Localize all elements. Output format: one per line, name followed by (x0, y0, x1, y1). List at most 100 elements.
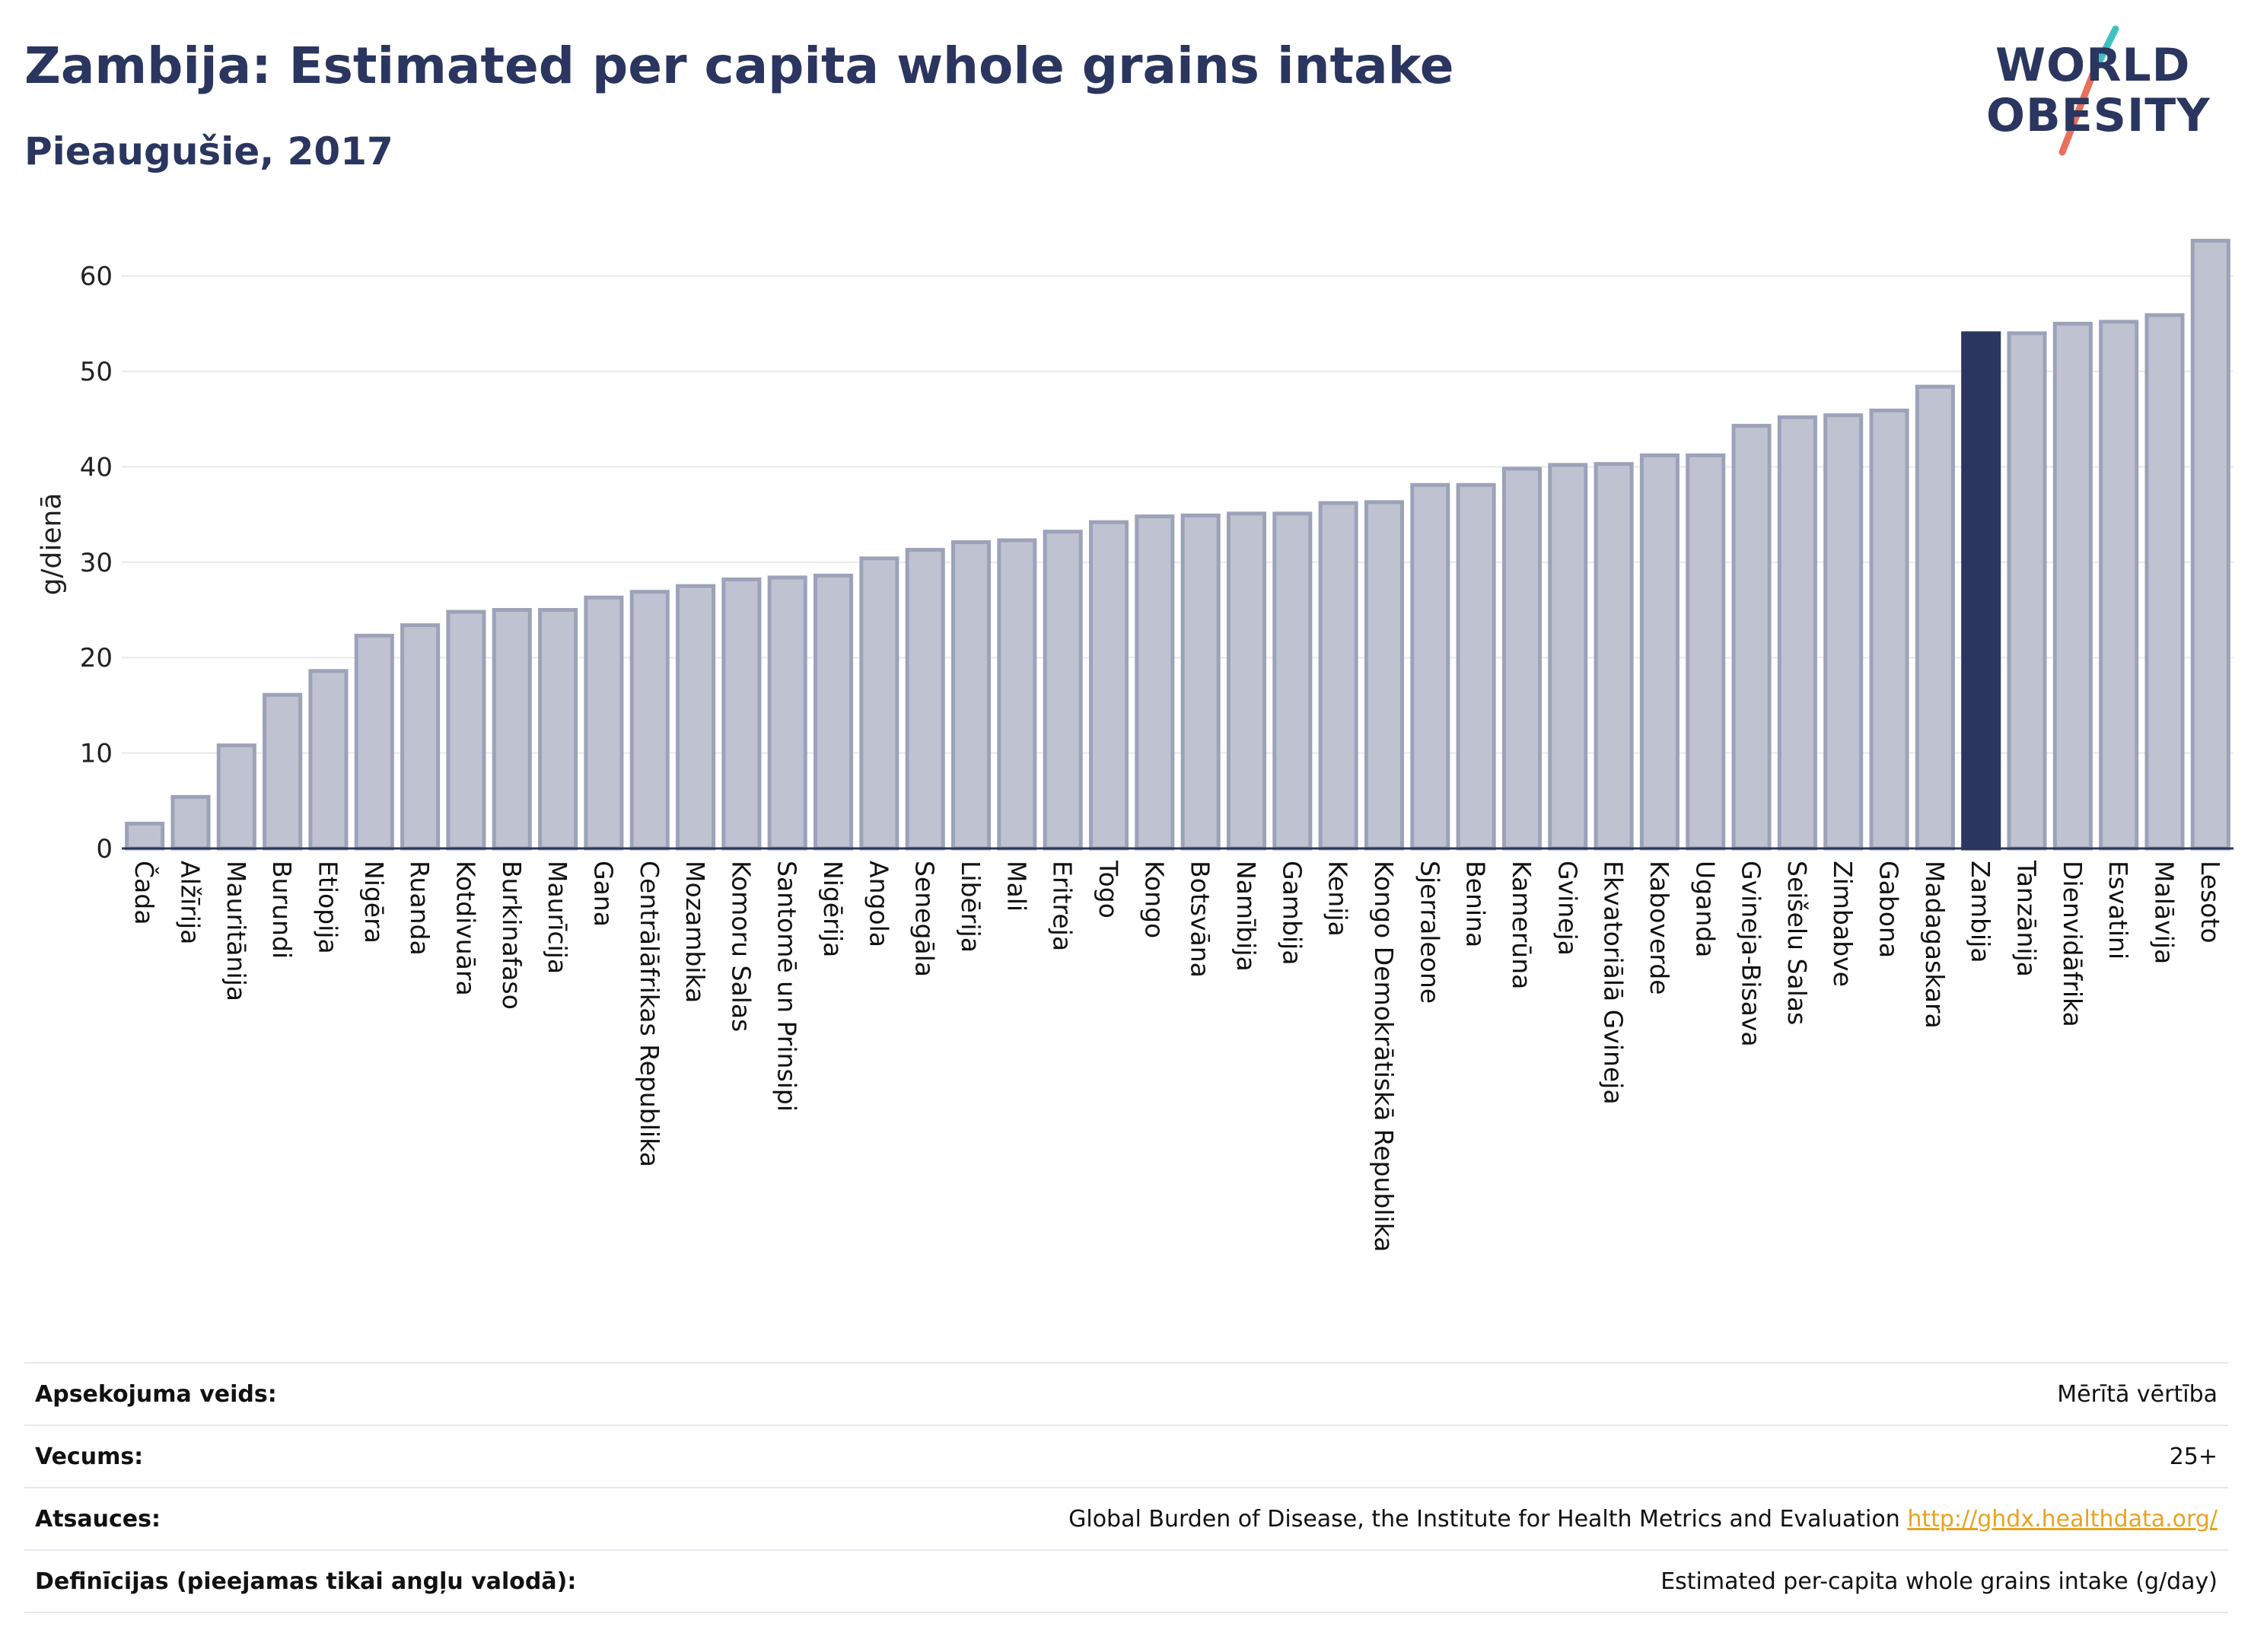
x-tick-label: Gabona (1874, 861, 1904, 958)
x-tick-label: Nigēra (359, 861, 389, 944)
bar-namībija (1226, 511, 1267, 851)
x-tick-label: Ekvatoriālā Gvineja (1599, 861, 1629, 1105)
bar-kongo-demokrātiskā-republika (1364, 500, 1404, 851)
x-tick-label: Kongo Demokrātiskā Republika (1369, 861, 1399, 1252)
x-tick-label: Ruanda (405, 861, 435, 956)
bar-libērija (951, 540, 992, 851)
x-tick-label: Uganda (1690, 861, 1720, 957)
bar-komoru-salas (721, 577, 762, 851)
x-tick-label: Burkinafaso (497, 861, 527, 1010)
bar-etiopija (308, 669, 349, 851)
logo-slash-icon (2058, 25, 2119, 156)
bar-gambija (1272, 511, 1313, 851)
bar-kotdivuāra (446, 610, 486, 851)
y-tick-label: 40 (80, 452, 113, 482)
metadata-row: Vecums: 25+ (24, 1424, 2228, 1488)
x-tick-label: Seišelu Salas (1782, 861, 1812, 1025)
bar-kenija (1318, 501, 1358, 851)
x-tick-label: Kamerūna (1507, 861, 1536, 989)
logo-text-world: WORLD (1995, 39, 2191, 92)
bar-burkinafaso (492, 608, 532, 851)
bar-zambija (1961, 331, 2001, 851)
bar-maurīcija (538, 608, 578, 851)
bar-mozambika (676, 584, 716, 851)
bar-lesoto (2190, 238, 2230, 851)
x-tick-label: Lesoto (2195, 861, 2225, 944)
bar-senegāla (905, 548, 945, 851)
x-tick-label: Zambija (1966, 861, 1995, 963)
chart-title: Zambija: Estimated per capita whole grai… (24, 37, 1454, 95)
logo-text-obesity: OBESITY (1986, 89, 2211, 142)
y-tick-label: 30 (80, 548, 113, 578)
y-tick-label: 10 (80, 739, 113, 769)
bar-togo (1088, 520, 1129, 851)
bar-chart: 0 10 20 30 40 50 60 Čada Alžīrija Mauritānija Bur… (80, 238, 2233, 1252)
bar-nigērija (813, 573, 854, 851)
bar-eritreja (1043, 530, 1083, 851)
metadata-label: Atsauces: (24, 1487, 740, 1551)
metadata-value: Mērītā vērtība (740, 1362, 2228, 1426)
bar-santomē-un-prinsipi (767, 575, 807, 851)
bar-zimbabve (1823, 413, 1864, 851)
x-tick-label: Kaboverde (1644, 861, 1674, 995)
x-tick-label: Etiopija (313, 861, 342, 954)
x-tick-label: Komoru Salas (726, 861, 756, 1032)
bar-gana (584, 595, 624, 851)
bar-esvatini (2099, 320, 2139, 851)
bar-gvineja-bisava (1731, 424, 1772, 851)
x-tick-label: Benina (1461, 861, 1491, 947)
x-tick-label: Madagaskara (1920, 861, 1950, 1029)
bar-madagaskara (1915, 384, 1955, 851)
metadata-label: Definīcijas (pieejamas tikai angļu valod… (24, 1549, 740, 1613)
x-tick-label: Zimbabve (1828, 861, 1858, 987)
metadata-label: Apsekojuma veids: (24, 1362, 740, 1426)
x-tick-label: Mauritānija (221, 861, 251, 1001)
x-tick-label: Gvineja (1552, 861, 1582, 956)
bar-botsvāna (1180, 513, 1221, 851)
metadata-row: Apsekojuma veids: Mērītā vērtība (24, 1362, 2228, 1426)
metadata-table: Apsekojuma veids: Mērītā vērtība Vecums: 25… (24, 1362, 2228, 1613)
bar-alžīrija (170, 794, 211, 851)
metadata-row: Atsauces: Global Burden of Disease, the I… (24, 1487, 2228, 1551)
metadata-label: Vecums: (24, 1424, 740, 1488)
metadata-value: 25+ (740, 1424, 2228, 1488)
x-tick-label: Botsvāna (1186, 861, 1215, 978)
bar-sjerraleone (1410, 482, 1450, 851)
bar-kongo (1135, 514, 1175, 851)
chart-subtitle: Pieaugušie, 2017 (24, 129, 393, 173)
bar-uganda (1686, 453, 1726, 851)
source-link[interactable]: http://ghdx.healthdata.org/ (1907, 1505, 2218, 1533)
x-tick-label: Sjerraleone (1415, 861, 1444, 1004)
x-tick-label: Gvineja-Bisava (1737, 861, 1766, 1047)
metadata-value: Estimated per-capita whole grains intake… (740, 1549, 2228, 1613)
world-obesity-logo: WORLD OBESITY (1986, 23, 2237, 160)
bar-nigēra (354, 633, 394, 851)
metadata-value: Global Burden of Disease, the Institute … (740, 1487, 2228, 1551)
x-tick-label: Angola (864, 861, 893, 947)
metadata-row: Definīcijas (pieejamas tikai angļu valod… (24, 1549, 2228, 1613)
bar-mauritānija (216, 743, 256, 851)
bar-seišelu-salas (1777, 415, 1817, 851)
x-tick-label: Nigērija (818, 861, 848, 957)
x-tick-label: Malāvija (2150, 861, 2179, 964)
bar-angola (859, 556, 899, 851)
y-tick-label: 50 (80, 357, 113, 387)
x-tick-label: Mali (1001, 861, 1031, 912)
x-tick-label: Alžīrija (175, 861, 205, 944)
y-tick-label: 20 (80, 643, 113, 673)
x-tick-label: Esvatini (2103, 861, 2133, 960)
bar-malāvija (2144, 313, 2185, 851)
bar-burundi (263, 692, 303, 851)
x-tick-label: Santomē un Prinsipi (772, 861, 802, 1112)
x-tick-label: Eritreja (1048, 861, 1078, 951)
bar-gabona (1869, 408, 1909, 851)
x-tick-label: Čada (129, 861, 160, 925)
x-axis-ticks: Čada Alžīrija Mauritānija Burundi Etiopija Ni… (129, 860, 2225, 1252)
x-tick-label: Kongo (1139, 861, 1169, 938)
x-tick-label: Mozambika (680, 861, 710, 1003)
bar-ekvatoriālā-gvineja (1594, 462, 1634, 851)
x-tick-label: Maurīcija (543, 861, 572, 974)
x-tick-label: Senegāla (910, 861, 940, 977)
bar-centrālāfrikas-republika (629, 590, 670, 851)
x-tick-label: Centrālāfrikas Republika (635, 861, 664, 1167)
